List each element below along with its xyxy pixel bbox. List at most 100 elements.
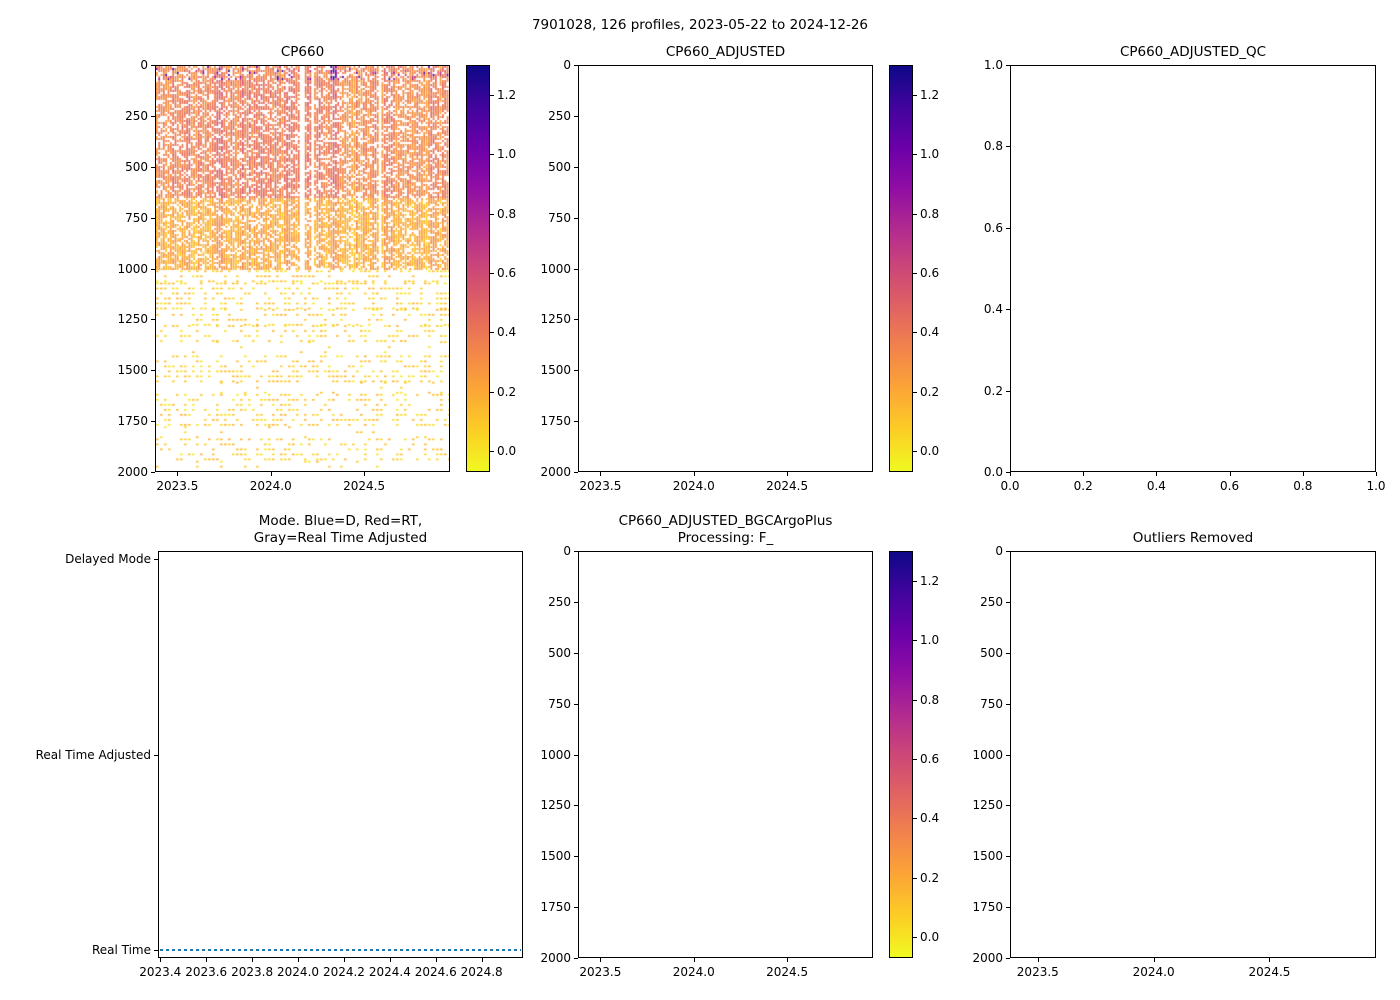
- cp660-x-tick: [364, 472, 366, 476]
- cp660_adjusted_qc-y-tick-label: 0.6: [983, 220, 1003, 235]
- mode-title: Mode. Blue=D, Red=RT, Gray=Real Time Adju…: [158, 513, 523, 547]
- outliers-y-tick-label: 2000: [972, 951, 1003, 965]
- outliers-y-tick: [1006, 652, 1010, 654]
- cp660-y-tick: [151, 472, 155, 473]
- cp660_adjusted_qc-x-tick: [1156, 472, 1158, 476]
- cp660-title: CP660: [155, 44, 450, 61]
- outliers-x-tick: [1037, 958, 1039, 962]
- cp660-x-tick: [177, 472, 179, 476]
- cp660-y-tick-label: 1500: [117, 363, 148, 378]
- axes-bgc: [578, 551, 873, 958]
- cp660_adjusted-x-tick-label: 2024.0: [672, 479, 715, 493]
- cp660-colorbar-tick-label: 0.6: [497, 265, 517, 280]
- bgc-y-tick-label: 0: [563, 544, 571, 558]
- cp660_adjusted-y-tick-label: 1750: [540, 414, 571, 429]
- bgc-y-tick-label: 1750: [540, 900, 571, 915]
- cp660-y-tick: [151, 268, 155, 270]
- mode-title-line: Mode. Blue=D, Red=RT,: [258, 513, 423, 529]
- cp660_adjusted_qc-y-tick: [1006, 65, 1010, 66]
- outliers-y-tick: [1006, 754, 1010, 756]
- mode-y-tick: [154, 754, 158, 756]
- mode-x-tick-label: 2023.6: [185, 965, 228, 979]
- mode-y-tick-label: Real Time: [91, 943, 151, 958]
- cp660_adjusted-colorbar-tick: [913, 272, 917, 274]
- bgc-x-tick-label: 2024.0: [672, 965, 715, 979]
- cp660_adjusted_qc-y-tick: [1006, 227, 1010, 229]
- cp660_adjusted_qc-title: CP660_ADJUSTED_QC: [1010, 44, 1376, 61]
- cp660_adjusted_qc-y-tick-label: 0.0: [983, 465, 1003, 479]
- bgc-y-tick: [574, 856, 578, 858]
- bgc-y-tick: [574, 907, 578, 909]
- cp660_adjusted-colorbar-tick: [913, 391, 917, 393]
- outliers-x-tick-label: 2024.0: [1132, 965, 1175, 979]
- cp660-y-tick-label: 1250: [117, 312, 148, 327]
- cp660_adjusted-y-tick: [574, 217, 578, 219]
- cp660_adjusted_qc-x-tick-label: 0.6: [1220, 479, 1240, 493]
- cp660-y-tick: [151, 421, 155, 423]
- outliers-title: Outliers Removed: [1010, 530, 1376, 547]
- cp660_adjusted_qc-x-tick-label: 0.2: [1073, 479, 1093, 493]
- bgc-y-tick: [574, 805, 578, 807]
- mode-y-tick: [154, 950, 158, 952]
- bgc-colorbar-tick-label: 0.4: [920, 811, 940, 826]
- cp660_adjusted_qc-x-tick-label: 0.0: [1000, 479, 1020, 493]
- outliers-y-tick-label: 1250: [972, 798, 1003, 813]
- mode-x-tick: [435, 958, 437, 962]
- cp660_adjusted-y-tick: [574, 472, 578, 473]
- cp660-y-tick: [151, 370, 155, 372]
- mode-y-tick: [154, 558, 158, 560]
- bgc-title: CP660_ADJUSTED_BGCArgoPlus Processing: F_: [578, 513, 873, 547]
- mode-series-line: [160, 949, 521, 952]
- mode-x-tick-label: 2024.2: [322, 965, 365, 979]
- cp660_adjusted-x-tick-label: 2024.5: [766, 479, 809, 493]
- cp660_adjusted-y-tick-label: 250: [548, 108, 571, 123]
- cp660_adjusted-y-tick: [574, 421, 578, 423]
- cp660_adjusted_qc-y-tick-label: 0.4: [983, 302, 1003, 317]
- cp660_adjusted-x-tick: [693, 472, 695, 476]
- outliers-y-tick-label: 1750: [972, 900, 1003, 915]
- bgc-colorbar-tick-label: 0.8: [920, 692, 940, 707]
- cp660_adjusted-colorbar-tick: [913, 451, 917, 453]
- mode-x-tick-label: 2024.4: [368, 965, 411, 979]
- bgc-colorbar-tick: [913, 580, 917, 582]
- cp660_adjusted_qc-y-tick: [1006, 146, 1010, 148]
- bgc-colorbar-tick: [913, 877, 917, 879]
- outliers-x-tick-label: 2024.5: [1248, 965, 1291, 979]
- cp660_adjusted-colorbar-tick-label: 0.8: [920, 206, 940, 221]
- mode-x-tick-label: 2023.4: [139, 965, 182, 979]
- cp660-x-tick-label: 2023.5: [156, 479, 199, 493]
- outliers-y-tick: [1006, 551, 1010, 552]
- cp660_adjusted_qc-y-tick-label: 0.8: [983, 139, 1003, 154]
- cp660-colorbar-tick-label: 0.0: [497, 444, 517, 459]
- outliers-x-tick-label: 2023.5: [1016, 965, 1059, 979]
- mode-y-tick-label: Real Time Adjusted: [35, 747, 151, 762]
- axes-cp660_adjusted_qc: [1010, 65, 1376, 472]
- mode-title-line: Gray=Real Time Adjusted: [253, 530, 428, 546]
- cp660_adjusted_qc-x-tick: [1302, 472, 1304, 476]
- mode-x-tick-label: 2024.0: [277, 965, 320, 979]
- cp660_adjusted-colorbar-tick-label: 0.2: [920, 384, 940, 399]
- cp660-y-tick: [151, 319, 155, 321]
- mode-x-tick: [481, 958, 483, 962]
- cp660_adjusted-y-tick: [574, 115, 578, 117]
- cp660_adjusted_qc-x-tick-label: 1.0: [1366, 479, 1386, 493]
- cp660_adjusted-colorbar-tick: [913, 213, 917, 215]
- cp660_adjusted-y-tick-label: 750: [548, 210, 571, 225]
- mode-y-tick-label: Delayed Mode: [65, 551, 151, 566]
- bgc-y-tick: [574, 703, 578, 705]
- cp660_adjusted_qc-x-tick: [1083, 472, 1085, 476]
- bgc-colorbar-tick-label: 0.6: [920, 751, 940, 766]
- bgc-colorbar-tick: [913, 699, 917, 701]
- cp660-colorbar-tick: [490, 391, 494, 393]
- cp660_adjusted-colorbar-tick-label: 1.0: [920, 147, 940, 162]
- outliers-y-tick: [1006, 703, 1010, 705]
- cp660_adjusted-title-line: CP660_ADJUSTED: [665, 44, 786, 60]
- cp660_adjusted-colorbar-tick: [913, 94, 917, 96]
- cp660_adjusted_qc-y-tick-label: 1.0: [983, 58, 1003, 72]
- axes-cp660_adjusted: [578, 65, 873, 472]
- figure-suptitle: 7901028, 126 profiles, 2023-05-22 to 202…: [531, 17, 869, 33]
- cp660-y-tick-label: 250: [125, 108, 148, 123]
- axes-mode: [158, 551, 523, 958]
- cp660_adjusted-colorbar-tick-label: 1.2: [920, 87, 940, 102]
